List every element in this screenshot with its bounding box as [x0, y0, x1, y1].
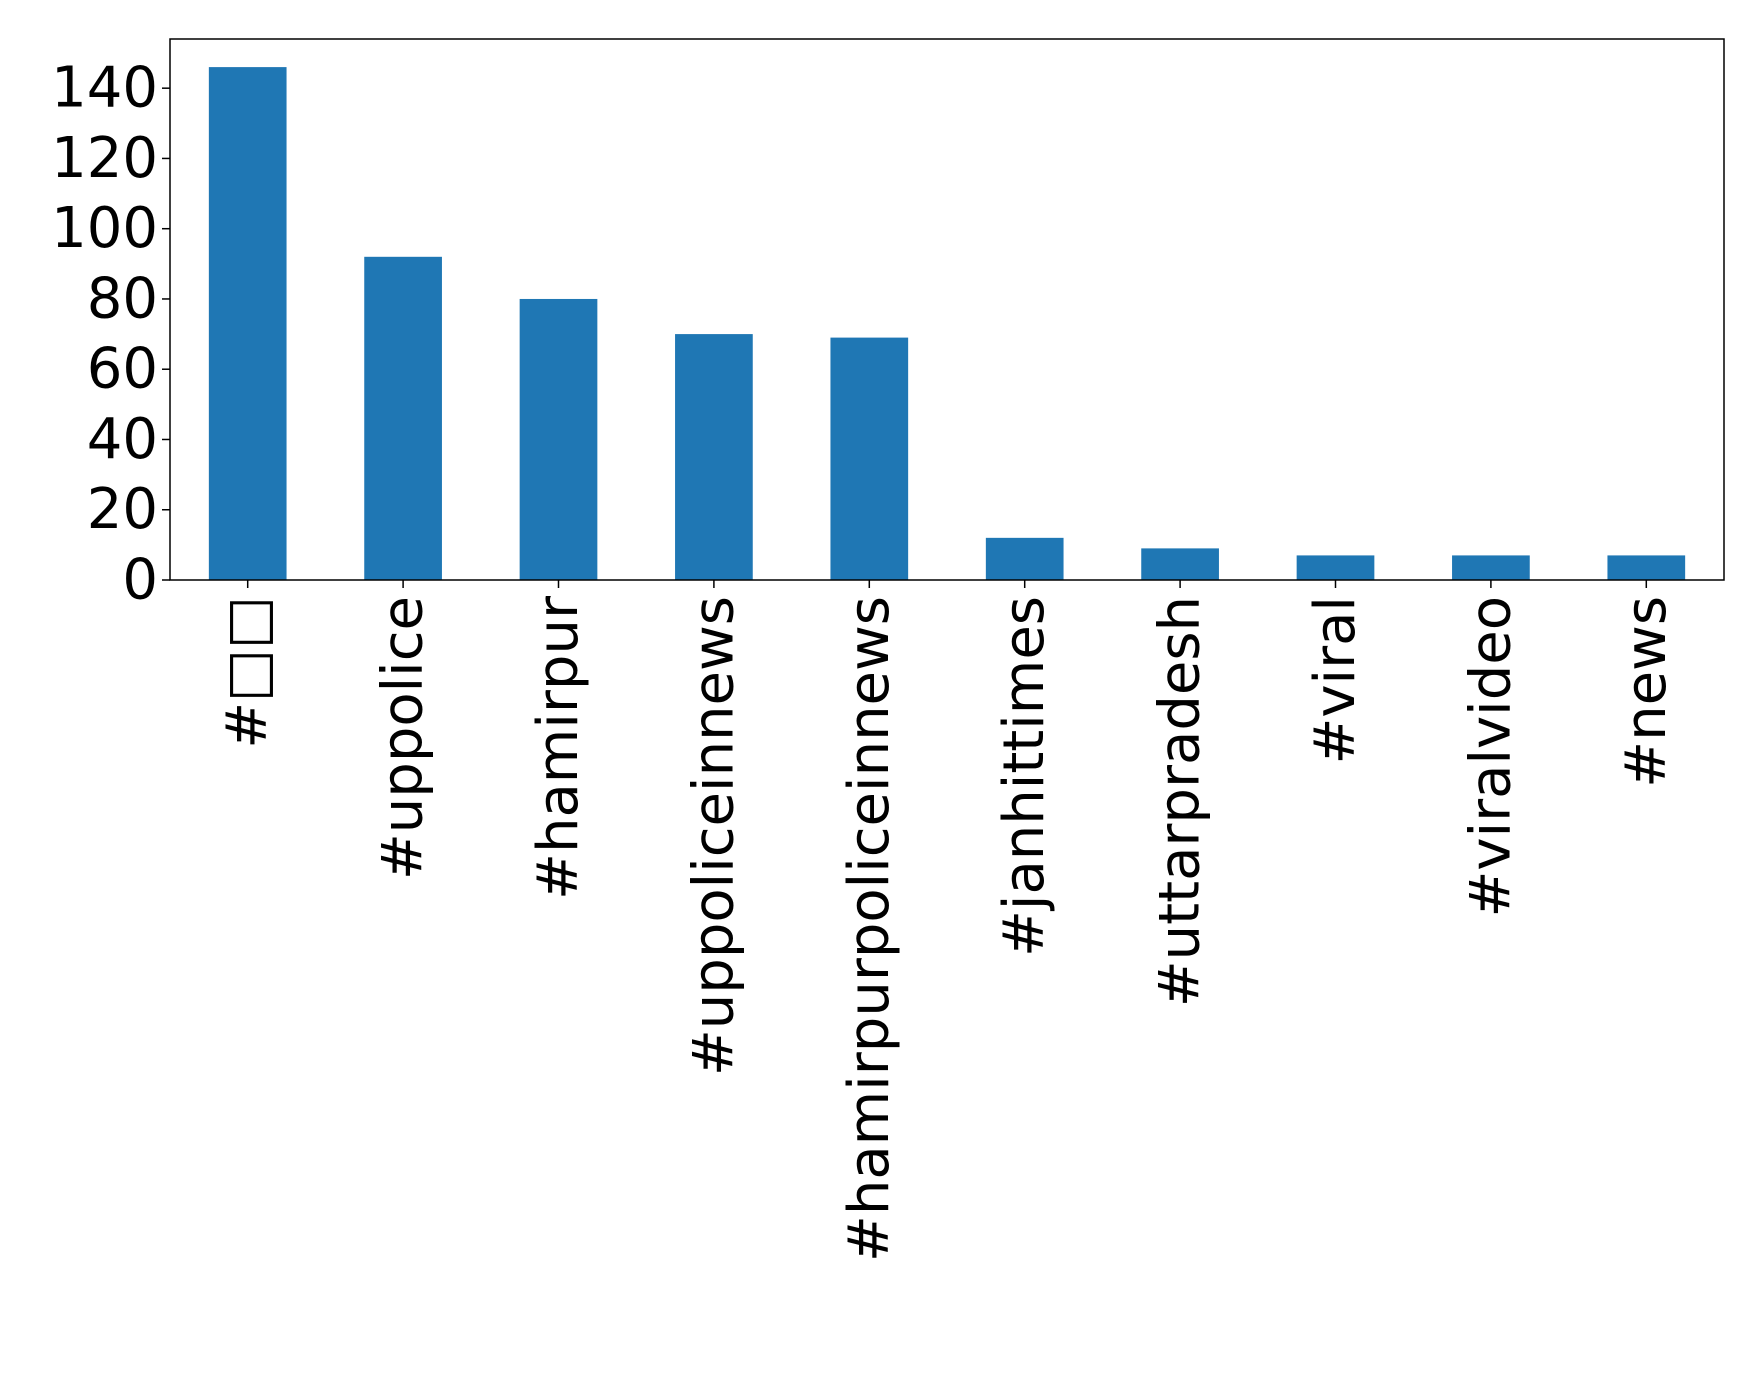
- y-tick-label: 60: [87, 337, 158, 402]
- bar: [1607, 555, 1686, 580]
- bar: [675, 334, 753, 580]
- x-tick-label: #hamirpur: [526, 595, 591, 900]
- bar: [208, 67, 287, 581]
- y-tick-label: 40: [87, 407, 158, 472]
- bar: [364, 256, 442, 580]
- x-tick-label: #janhittimes: [992, 596, 1057, 957]
- x-tick-label: #uttarpradesh: [1148, 596, 1213, 1007]
- bars-layer: [208, 67, 1686, 581]
- bar: [985, 537, 1064, 580]
- y-tick-label: 140: [51, 56, 158, 121]
- bar: [519, 298, 598, 580]
- x-tick-label: #□□: [215, 596, 280, 749]
- x-tick-label: #hamirpurpoliceinnews: [837, 596, 902, 1262]
- y-tick-label: 100: [51, 196, 158, 261]
- x-tick-label: #uppolice: [371, 596, 436, 880]
- y-tick-label: 120: [51, 126, 158, 191]
- bar: [830, 337, 909, 580]
- y-tick-label: 20: [87, 477, 158, 542]
- bar: [1296, 555, 1375, 580]
- x-tick-label: #viral: [1303, 596, 1368, 765]
- x-tick-label: #news: [1614, 596, 1679, 788]
- x-tick-label: #viralvideo: [1458, 596, 1523, 917]
- x-axis: #□□ #uppolice #hamirpur #uppoliceinnews #ham…: [215, 580, 1679, 1262]
- y-tick-label: 0: [122, 548, 158, 613]
- bar: [1452, 555, 1530, 580]
- plot-frame: [169, 38, 1725, 581]
- x-tick-label: #uppoliceinnews: [681, 596, 746, 1076]
- bar: [1141, 548, 1219, 580]
- y-tick-label: 80: [87, 266, 158, 331]
